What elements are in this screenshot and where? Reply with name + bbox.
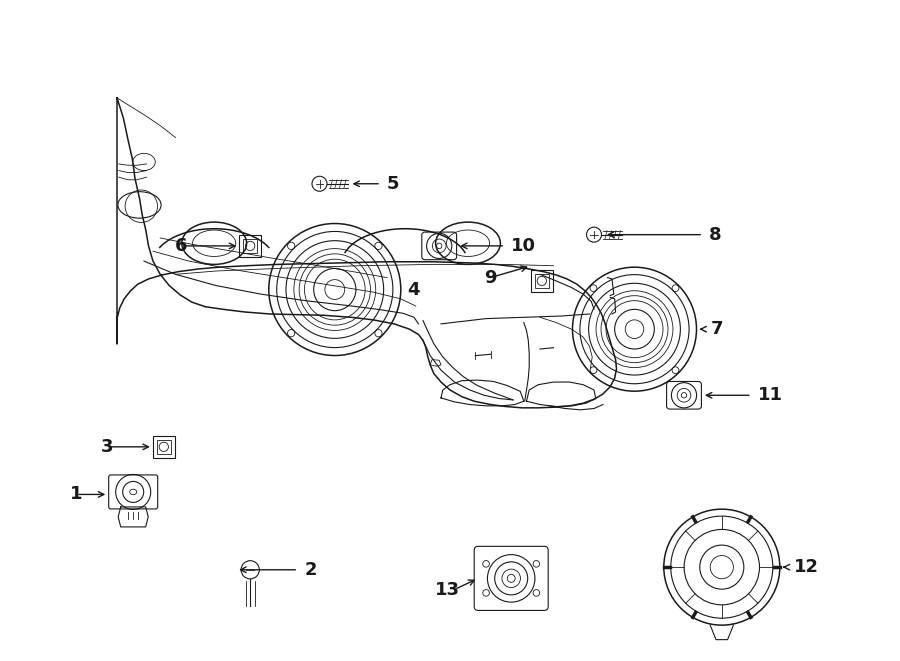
Text: 11: 11: [758, 386, 783, 405]
Text: 1: 1: [69, 485, 82, 504]
Text: 13: 13: [436, 580, 460, 599]
Bar: [157, 440, 171, 453]
Bar: [531, 270, 553, 292]
Text: 5: 5: [387, 175, 400, 193]
Text: 10: 10: [511, 237, 536, 255]
Text: 7: 7: [711, 320, 724, 338]
Text: 4: 4: [407, 280, 419, 299]
Text: 6: 6: [175, 237, 187, 255]
Text: 8: 8: [709, 225, 722, 244]
Bar: [153, 436, 175, 458]
Text: 12: 12: [794, 558, 819, 576]
Text: 2: 2: [304, 561, 317, 579]
Bar: [535, 274, 549, 288]
Bar: [243, 239, 257, 253]
Bar: [239, 235, 261, 257]
Text: 3: 3: [101, 438, 113, 456]
Text: 9: 9: [483, 268, 496, 287]
